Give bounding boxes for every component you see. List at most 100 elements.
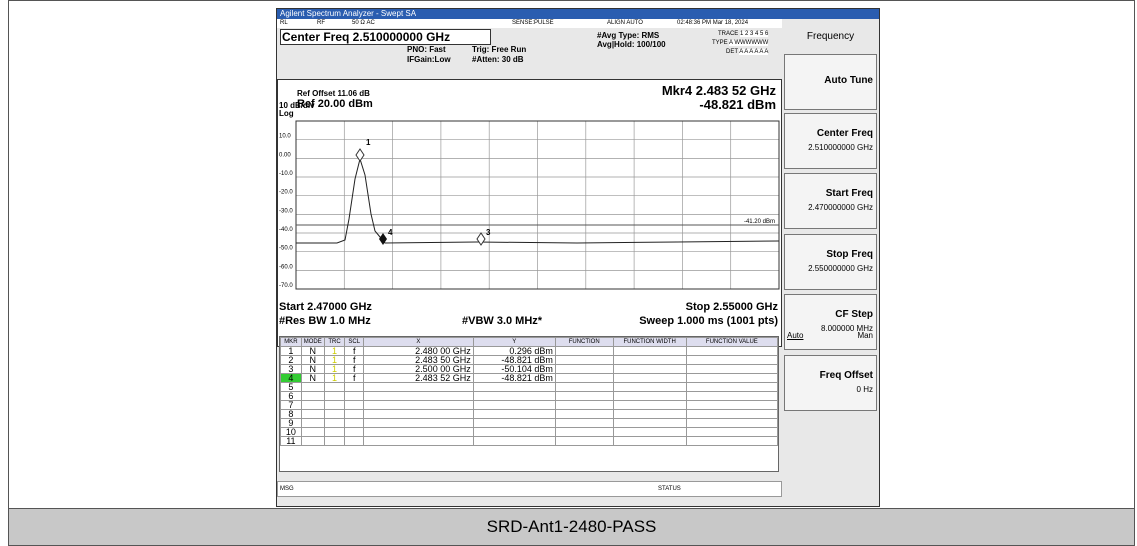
table-cell xyxy=(472,400,556,410)
table-cell xyxy=(363,427,474,437)
table-cell xyxy=(685,400,778,410)
header-cell: FUNCTION VALUE xyxy=(685,337,778,347)
table-cell xyxy=(554,409,614,419)
table-cell xyxy=(612,346,687,356)
table-cell xyxy=(554,400,614,410)
table-cell xyxy=(472,436,556,446)
softkey-value: 8.000000 MHz xyxy=(820,324,873,333)
marker-table-panel: MKR MODE TRC SCL X Y FUNCTION FUNCTION WIDTH FUN… xyxy=(279,336,779,472)
center-freq: Center Freq 2.510000000 GHz xyxy=(280,29,492,45)
type-val: A WWWWWW xyxy=(729,40,769,46)
ref-level: Ref 20.00 dBm xyxy=(297,98,373,110)
table-cell xyxy=(685,418,778,428)
softkey-label: Freq Offset xyxy=(819,370,873,381)
trace-info: TRACE 1 2 3 4 5 6 TYPE A WWWWWW DET A A … xyxy=(712,30,769,57)
table-row: 7 xyxy=(280,400,778,410)
softkey-option: Auto xyxy=(787,331,804,340)
y-label: -60.0 xyxy=(279,264,293,270)
table-cell xyxy=(323,418,346,428)
softkey[interactable]: Start Freq 2.470000000 GHz xyxy=(784,173,877,229)
table-cell xyxy=(554,436,614,446)
table-cell xyxy=(472,391,556,401)
marker-label: 3 xyxy=(486,228,491,237)
log: Log xyxy=(279,109,294,118)
det-val: A A A A A A xyxy=(739,49,769,55)
table-cell xyxy=(344,391,365,401)
table-cell xyxy=(685,409,778,419)
table-row: 1 N 1 f 2.480 00 GHz 0.296 dBm xyxy=(280,346,778,356)
table-cell xyxy=(300,382,325,392)
table-cell xyxy=(363,400,474,410)
softkey-label: Center Freq xyxy=(816,128,873,139)
table-row: 5 xyxy=(280,382,778,392)
table-row: 10 xyxy=(280,427,778,437)
message-bar: MSG STATUS xyxy=(277,481,782,497)
table-cell xyxy=(612,355,687,365)
header-cell: FUNCTION xyxy=(554,337,614,347)
status-item: RF xyxy=(317,20,325,26)
table-cell xyxy=(472,409,556,419)
table-cell xyxy=(344,400,365,410)
status-item: RL xyxy=(280,20,288,26)
table-cell xyxy=(685,355,778,365)
softkey-option: Man xyxy=(857,331,873,340)
table-cell xyxy=(612,382,687,392)
table-cell xyxy=(300,400,325,410)
table-cell xyxy=(363,382,474,392)
table-cell xyxy=(612,400,687,410)
marker-readout: Mkr4 2.483 52 GHz xyxy=(661,83,776,98)
table-cell: 2.483 52 GHz xyxy=(363,373,474,383)
table-cell: f xyxy=(344,373,365,383)
softkey-label: CF Step xyxy=(835,309,873,320)
softkey[interactable]: Freq Offset 0 Hz xyxy=(784,355,877,411)
y-label: 10.0 xyxy=(279,134,291,140)
table-cell xyxy=(554,355,614,365)
y-label: -10.0 xyxy=(279,171,293,177)
table-cell xyxy=(323,382,346,392)
softkey[interactable]: Auto Tune xyxy=(784,54,877,110)
header-row: MKR MODE TRC SCL X Y FUNCTION FUNCTION WIDTH FUN… xyxy=(280,337,778,347)
table-cell xyxy=(344,427,365,437)
table-cell xyxy=(300,418,325,428)
pno: PNO: Fast xyxy=(407,45,446,54)
table-cell xyxy=(300,427,325,437)
table-row: 6 xyxy=(280,391,778,401)
table-row: 4 N 1 f 2.483 52 GHz -48.821 dBm xyxy=(280,373,778,383)
table-cell xyxy=(685,364,778,374)
table-cell xyxy=(554,382,614,392)
avg-type: #Avg Type: RMS xyxy=(597,31,660,40)
table-cell xyxy=(323,427,346,437)
table-cell: 11 xyxy=(280,436,302,446)
y-label: -70.0 xyxy=(279,283,293,289)
table-cell xyxy=(344,418,365,428)
marker-4 xyxy=(379,233,387,245)
marker-1 xyxy=(355,148,365,162)
marker-value: -48.821 dBm xyxy=(699,97,776,112)
table-cell xyxy=(612,373,687,383)
softkey-value: 0 Hz xyxy=(856,385,873,394)
caption: SRD-Ant1-2480-PASS xyxy=(8,508,1135,546)
table-cell xyxy=(554,373,614,383)
table-cell xyxy=(685,436,778,446)
softkey-value: 2.470000000 GHz xyxy=(808,203,873,212)
softkey[interactable]: Stop Freq 2.550000000 GHz xyxy=(784,234,877,290)
status-item: 02:48:36 PM Mar 18, 2024 xyxy=(677,20,749,26)
table-cell xyxy=(612,436,687,446)
table-cell xyxy=(300,436,325,446)
table-cell xyxy=(612,418,687,428)
sweep: Sweep 1.000 ms (1001 pts) xyxy=(639,315,778,327)
marker-label: 1 xyxy=(366,138,371,147)
table-cell: 1 xyxy=(323,373,346,383)
softkey[interactable]: CF Step 8.000000 MHz Auto Man xyxy=(784,294,877,350)
softkey[interactable]: Center Freq 2.510000000 GHz xyxy=(784,113,877,169)
table-cell xyxy=(685,382,778,392)
ifgain: IFGain:Low xyxy=(407,55,451,64)
analyzer-window: Agilent Spectrum Analyzer - Swept SA RL R… xyxy=(276,8,880,507)
plot-area: 10.0 0.00 -10.0 -20.0 -30.0 -40.0 -50.0 -60.0 -7… xyxy=(279,120,780,290)
title-bar xyxy=(277,9,879,19)
type: TYPE xyxy=(712,40,728,46)
table-cell: N xyxy=(300,373,325,383)
trig: Trig: Free Run xyxy=(472,45,527,54)
marker-3 xyxy=(476,232,486,246)
y-label: -40.0 xyxy=(279,227,293,233)
